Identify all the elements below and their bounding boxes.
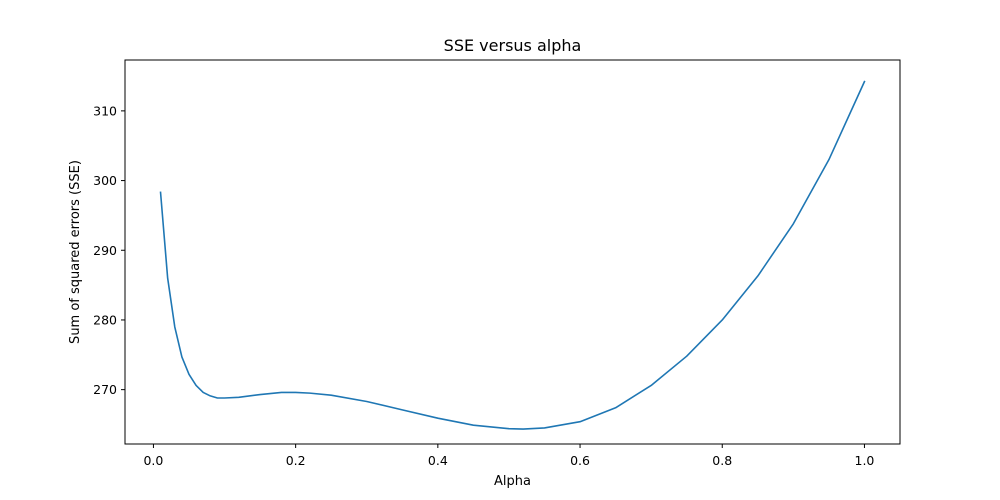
chart-title: SSE versus alpha [444,36,582,55]
x-tick-label: 0.0 [143,453,163,468]
series-layer [161,82,865,429]
y-tick-label: 300 [93,173,117,188]
plot-area [125,60,900,444]
y-tick-label: 280 [93,312,117,327]
y-tick-label: 310 [93,103,117,118]
y-axis: 270 280 290 300 310 [93,103,125,397]
y-tick-label: 270 [93,382,117,397]
x-tick-label: 0.8 [712,453,732,468]
x-tick-label: 0.4 [428,453,448,468]
y-tick-label: 290 [93,243,117,258]
y-axis-title: Sum of squared errors (SSE) [68,160,83,344]
x-tick-label: 1.0 [855,453,875,468]
x-tick-label: 0.6 [570,453,590,468]
x-axis: 0.0 0.2 0.4 0.6 0.8 1.0 [143,444,874,468]
sse-series-line [161,82,865,429]
x-axis-title: Alpha [494,474,531,489]
plot-frame [125,60,900,444]
x-tick-label: 0.2 [286,453,306,468]
